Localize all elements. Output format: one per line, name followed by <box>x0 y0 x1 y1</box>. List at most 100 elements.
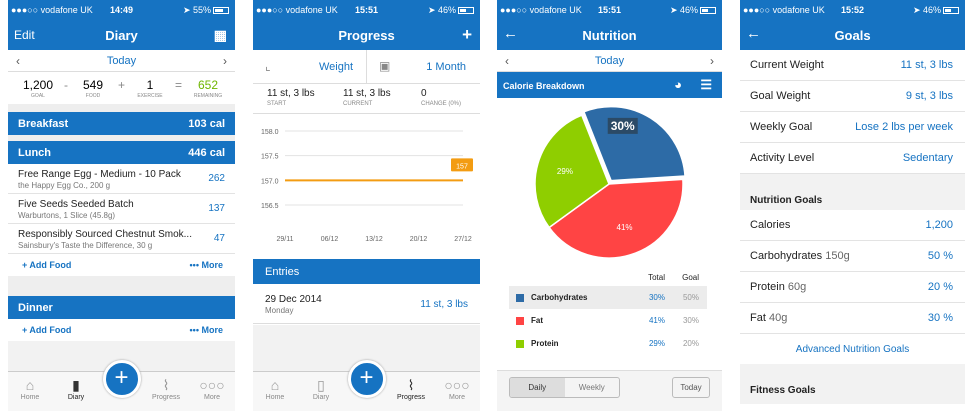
date-bar: ‹ Today › <box>8 50 235 72</box>
battery-indicator: ➤ 46% <box>913 5 959 16</box>
goal-row-goal-weight[interactable]: Goal Weight 9 st, 3 lbs <box>740 81 965 112</box>
daily-tab[interactable]: Daily <box>510 378 565 397</box>
weekly-tab[interactable]: Weekly <box>578 383 605 392</box>
food-entry[interactable]: Five Seeds Seeded Batch Warburtons, 1 Sli… <box>8 194 235 224</box>
tab-more[interactable]: ○○○ More <box>437 376 477 401</box>
edit-button[interactable]: Edit <box>14 28 35 42</box>
date-label[interactable]: Today <box>106 55 137 67</box>
calorie-pie-chart: 30% 41% 29% <box>534 105 686 259</box>
tab-bar: ⌂ Home ▯ Diary + ⌇ Progress ○○○ More <box>253 360 480 411</box>
dinner-actions: + Add Food ••• More <box>8 319 235 341</box>
battery-indicator: ➤ 46% <box>670 5 716 16</box>
tab-progress[interactable]: ⌇ Progress <box>391 376 431 401</box>
nutrition-goals-header: Nutrition Goals <box>740 174 965 210</box>
macro-row: Carbohydrates 30% 50% <box>509 286 707 309</box>
ellipsis-icon: ○○○ <box>199 377 225 393</box>
add-food-button[interactable]: + Add Food <box>22 260 72 270</box>
add-button[interactable]: + <box>347 360 386 398</box>
today-button[interactable]: Today <box>672 377 710 398</box>
remaining-value: 652 <box>197 78 219 92</box>
advanced-nutrition-goals-link[interactable]: Advanced Nutrition Goals <box>795 344 910 355</box>
chevron-left-icon[interactable]: ‹ <box>505 54 509 68</box>
entry-row[interactable]: 29 Dec 2014 Monday 11 st, 3 lbs <box>253 284 480 324</box>
pie-label: 30% <box>611 119 635 133</box>
barcode-scan-icon[interactable]: ▦ <box>213 27 227 43</box>
start-value: 11 st, 3 lbs <box>267 88 315 99</box>
add-button[interactable]: + <box>102 360 141 398</box>
chevron-right-icon[interactable]: › <box>223 54 227 68</box>
goal-row-fat[interactable]: Fat 40g 30 % <box>740 303 965 334</box>
food-entry[interactable]: Free Range Egg - Medium - 10 Pack the Hap… <box>8 164 235 194</box>
goal-row-activity-level[interactable]: Activity Level Sedentary <box>740 143 965 174</box>
goal-row-current-weight[interactable]: Current Weight 11 st, 3 lbs <box>740 50 965 81</box>
pie-chart-icon[interactable]: ◕ <box>674 77 682 92</box>
pie-slice-fat <box>548 178 684 259</box>
ellipsis-icon: ○○○ <box>444 377 470 393</box>
tab-progress[interactable]: ⌇ Progress <box>146 376 186 401</box>
x-tick-label: 27/12 <box>454 236 472 243</box>
battery-icon <box>458 7 474 14</box>
tab-more[interactable]: ○○○ More <box>192 376 232 401</box>
range-selector[interactable]: 1 Month <box>426 61 466 73</box>
macro-table: Total Goal Carbohydrates 30% 50% Fat 41% 30%… <box>509 272 707 355</box>
chevron-right-icon[interactable]: › <box>710 54 714 68</box>
list-icon[interactable]: ☰ <box>700 77 712 92</box>
status-time: 15:51 <box>354 5 379 15</box>
fitness-goals-header: Fitness Goals <box>740 364 965 404</box>
status-bar: ●●●○○ vodafone UK 15:52 ➤ 46% <box>740 0 965 20</box>
x-tick-label: 29/11 <box>277 236 294 243</box>
battery-indicator: ➤ 55% <box>183 5 229 16</box>
y-tick-label: 158.0 <box>261 129 279 136</box>
x-tick-label: 13/12 <box>365 236 383 243</box>
more-button[interactable]: ••• More <box>189 325 223 335</box>
metric-selector[interactable]: Weight <box>319 61 354 73</box>
lunch-actions: + Add Food ••• More <box>8 254 235 276</box>
pie-slice-protein <box>534 114 610 229</box>
nav-bar: Edit Diary ▦ <box>8 20 235 50</box>
back-arrow-icon[interactable]: ← <box>503 25 518 42</box>
status-bar: ●●●○○ vodafone UK 14:49 ➤ 55% <box>8 0 235 20</box>
diary-screen: ●●●○○ vodafone UK 14:49 ➤ 55% Edit Diary… <box>8 0 235 411</box>
weight-chart: 158.0 157.5 157.0 156.5 29/11 06/12 13/12 20/12… <box>261 129 473 243</box>
macro-row: Protein 29% 20% <box>509 332 707 355</box>
date-bar: ‹ Today › <box>497 50 722 72</box>
meal-header-lunch[interactable]: Lunch 446 cal <box>8 141 235 164</box>
calorie-summary: 1,200 GOAL - 549 FOOD + 1 EXERCISE = 652 REM… <box>8 72 235 104</box>
period-toggle: Daily Weekly <box>509 377 620 398</box>
status-time: 15:51 <box>597 5 622 15</box>
tab-diary[interactable]: ▮ Diary <box>56 376 96 401</box>
progress-screen: ●●●○○ vodafone UK 15:51 ➤ 46% Progress +… <box>253 0 480 411</box>
meal-header-breakfast[interactable]: Breakfast 103 cal <box>8 112 235 135</box>
pie-label: 29% <box>557 167 573 176</box>
exercise-value: 1 <box>146 78 154 92</box>
nav-bar: ← Goals <box>740 20 965 50</box>
chevron-left-icon[interactable]: ‹ <box>16 54 20 68</box>
y-tick-label: 156.5 <box>261 203 279 210</box>
meal-header-dinner[interactable]: Dinner <box>8 296 235 319</box>
calendar-icon: ▣ <box>379 59 391 73</box>
nutrition-screen: ●●●○○ vodafone UK 15:51 ➤ 46% ← Nutritio… <box>497 0 722 411</box>
goal-row-carbohydrates[interactable]: Carbohydrates 150g 50 % <box>740 241 965 272</box>
goal-value: 1,200 <box>22 78 54 92</box>
battery-icon <box>213 7 229 14</box>
goal-row-calories[interactable]: Calories 1,200 <box>740 210 965 241</box>
tab-diary[interactable]: ▯ Diary <box>301 376 341 401</box>
more-button[interactable]: ••• More <box>189 260 223 270</box>
back-arrow-icon[interactable]: ← <box>746 25 761 42</box>
status-time: 15:52 <box>840 5 865 15</box>
page-title: Diary <box>105 28 138 43</box>
y-tick-label: 157.5 <box>261 154 279 161</box>
tab-home[interactable]: ⌂ Home <box>10 376 50 401</box>
food-entry[interactable]: Responsibly Sourced Chestnut Smok... Sain… <box>8 224 235 254</box>
add-food-button[interactable]: + Add Food <box>22 325 72 335</box>
page-title: Progress <box>338 28 395 43</box>
add-icon[interactable]: + <box>462 25 472 44</box>
tab-home[interactable]: ⌂ Home <box>255 376 295 401</box>
chart-icon: ⌇ <box>162 377 170 393</box>
date-label[interactable]: Today <box>594 55 625 67</box>
goal-row-weekly-goal[interactable]: Weekly Goal Lose 2 lbs per week <box>740 112 965 143</box>
progress-controls: ⌞ Weight ▣ 1 Month <box>253 50 480 84</box>
goal-row-protein[interactable]: Protein 60g 20 % <box>740 272 965 303</box>
line-chart-icon: ⌞ <box>265 59 271 73</box>
goals-screen: ●●●○○ vodafone UK 15:52 ➤ 46% ← Goals Cu… <box>740 0 965 411</box>
